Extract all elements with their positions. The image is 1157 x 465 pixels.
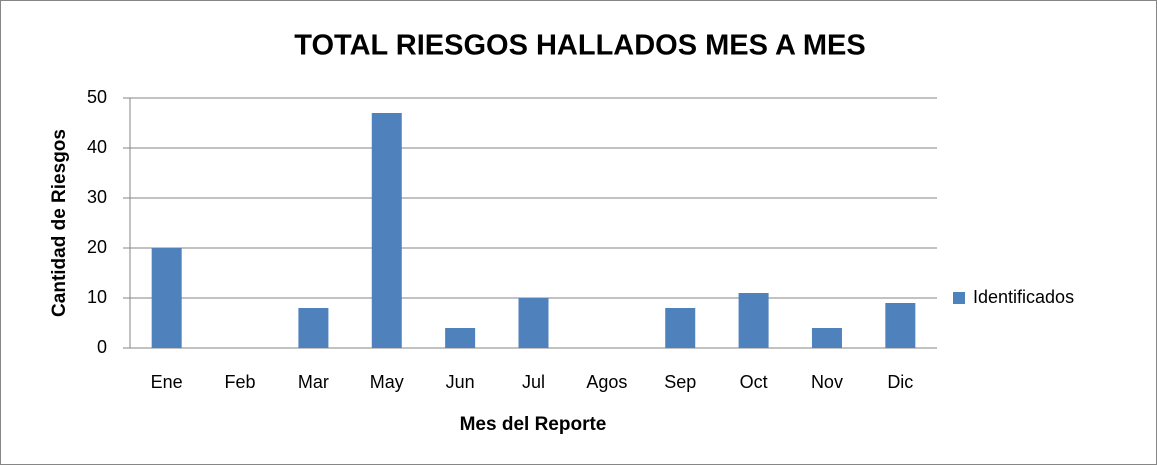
- bar: [445, 328, 476, 348]
- bar: [518, 298, 549, 348]
- chart-title: TOTAL RIESGOS HALLADOS MES A MES: [294, 30, 865, 62]
- bar: [738, 293, 769, 348]
- x-tick-label: Nov: [811, 372, 843, 392]
- x-tick-label: Jul: [522, 372, 545, 392]
- legend-swatch: [953, 292, 965, 304]
- x-tick-label: Jun: [446, 372, 475, 392]
- x-tick-label: Agos: [586, 372, 627, 392]
- x-tick-label: Sep: [664, 372, 696, 392]
- y-tick-label: 30: [87, 187, 107, 207]
- x-tick-label: Feb: [225, 372, 256, 392]
- y-tick-label: 10: [87, 287, 107, 307]
- y-tick-label: 50: [87, 87, 107, 107]
- x-tick-label: Mar: [298, 372, 329, 392]
- y-tick-label: 40: [87, 137, 107, 157]
- legend-label: Identificados: [973, 287, 1074, 307]
- bar: [811, 328, 842, 348]
- x-tick-label: Oct: [740, 372, 768, 392]
- bar: [151, 248, 182, 348]
- x-axis-title: Mes del Reporte: [460, 414, 607, 435]
- bar: [665, 308, 696, 348]
- x-tick-label: May: [370, 372, 404, 392]
- y-tick-label: 0: [97, 337, 107, 357]
- bar: [371, 113, 402, 348]
- x-tick-label: Ene: [151, 372, 183, 392]
- bar: [298, 308, 329, 348]
- x-tick-label: Dic: [887, 372, 913, 392]
- y-axis-title: Cantidad de Riesgos: [49, 129, 70, 317]
- y-tick-label: 20: [87, 237, 107, 257]
- bar: [885, 303, 916, 348]
